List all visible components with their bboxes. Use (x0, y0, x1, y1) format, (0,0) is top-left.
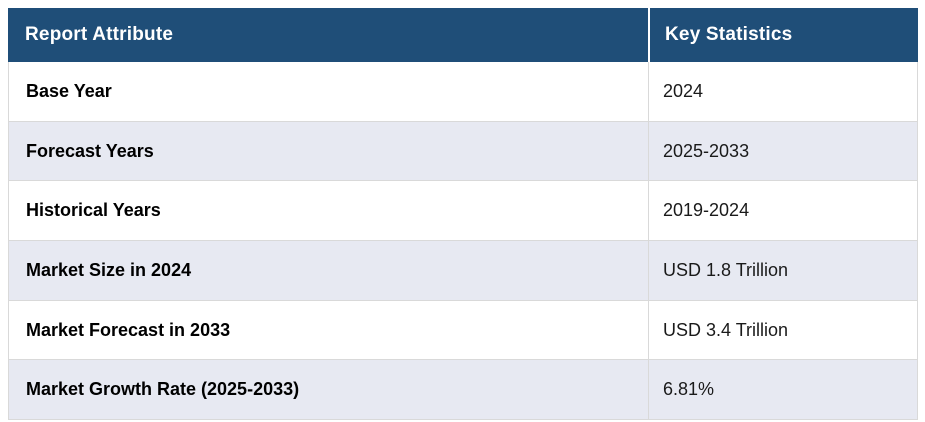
column-header-key-statistics: Key Statistics (648, 8, 918, 62)
attribute-cell: Market Size in 2024 (26, 259, 192, 280)
value-cell: USD 1.8 Trillion (648, 241, 917, 300)
value-cell: 2025-2033 (648, 121, 917, 181)
value-cell: USD 3.4 Trillion (648, 300, 917, 360)
value-cell: 6.81% (648, 360, 917, 420)
attribute-cell: Historical Years (26, 200, 161, 221)
table-row: Market Size in 2024 USD 1.8 Trillion (9, 240, 917, 300)
table-row: Market Forecast in 2033 USD 3.4 Trillion (9, 299, 917, 360)
column-header-report-attribute: Report Attribute (25, 24, 174, 45)
table-header-row: Report Attribute Key Statistics (8, 8, 918, 62)
report-summary-table: Report Attribute Key Statistics Base Yea… (8, 8, 918, 421)
attribute-cell: Market Forecast in 2033 (26, 319, 231, 340)
table-row: Base Year 2024 (9, 62, 917, 121)
table-row: Forecast Years 2025-2033 (9, 120, 917, 181)
table-row: Historical Years 2019-2024 (9, 180, 917, 241)
table-row: Market Growth Rate (2025-2033) 6.81% (9, 359, 917, 420)
attribute-cell: Base Year (26, 80, 112, 101)
table-body: Base Year 2024 Forecast Years 2025-2033 … (8, 62, 918, 421)
value-cell: 2019-2024 (648, 181, 917, 241)
attribute-cell: Forecast Years (26, 140, 154, 161)
attribute-cell: Market Growth Rate (2025-2033) (26, 379, 300, 400)
value-cell: 2024 (648, 62, 917, 121)
